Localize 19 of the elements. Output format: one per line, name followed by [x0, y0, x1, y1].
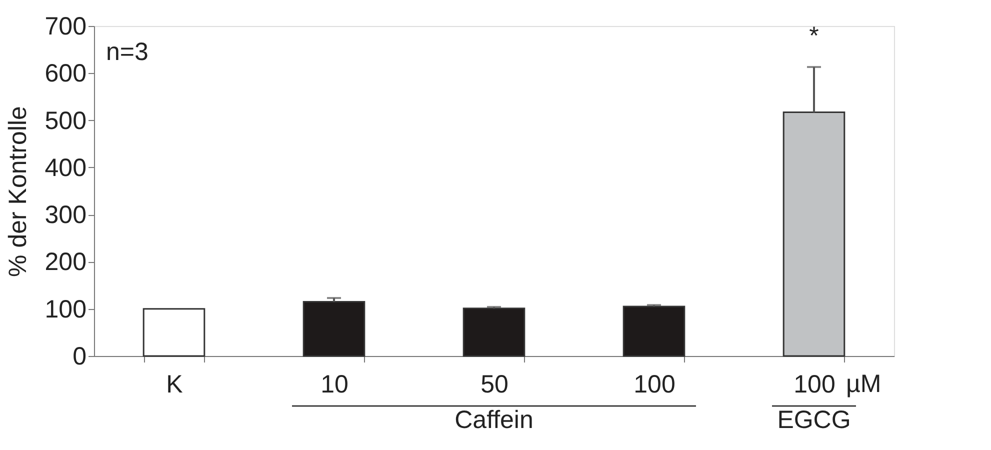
y-tick-label: 600: [44, 60, 86, 88]
annotation: *: [809, 22, 820, 50]
y-tick-label: 400: [44, 154, 86, 182]
annotation: n=3: [106, 38, 148, 66]
text: EGCG: [777, 406, 851, 434]
x-tick-label: K: [166, 370, 184, 398]
y-tick-label: 300: [44, 201, 86, 230]
y-tick-label: 500: [44, 106, 86, 135]
text: µM: [846, 370, 882, 398]
x-tick-label: 100: [794, 370, 836, 398]
x-tick-label: 100: [634, 370, 676, 398]
x-tick-label: 50: [480, 370, 508, 398]
y-axis-title: % der Kontrolle: [4, 106, 32, 277]
y-tick-label: 100: [44, 295, 86, 324]
text: Caffein: [454, 406, 534, 434]
y-tick-label: 700: [44, 12, 86, 40]
y-tick-label: 200: [44, 248, 86, 276]
x-tick-label: 10: [320, 370, 348, 398]
y-tick-label: 0: [72, 342, 86, 370]
